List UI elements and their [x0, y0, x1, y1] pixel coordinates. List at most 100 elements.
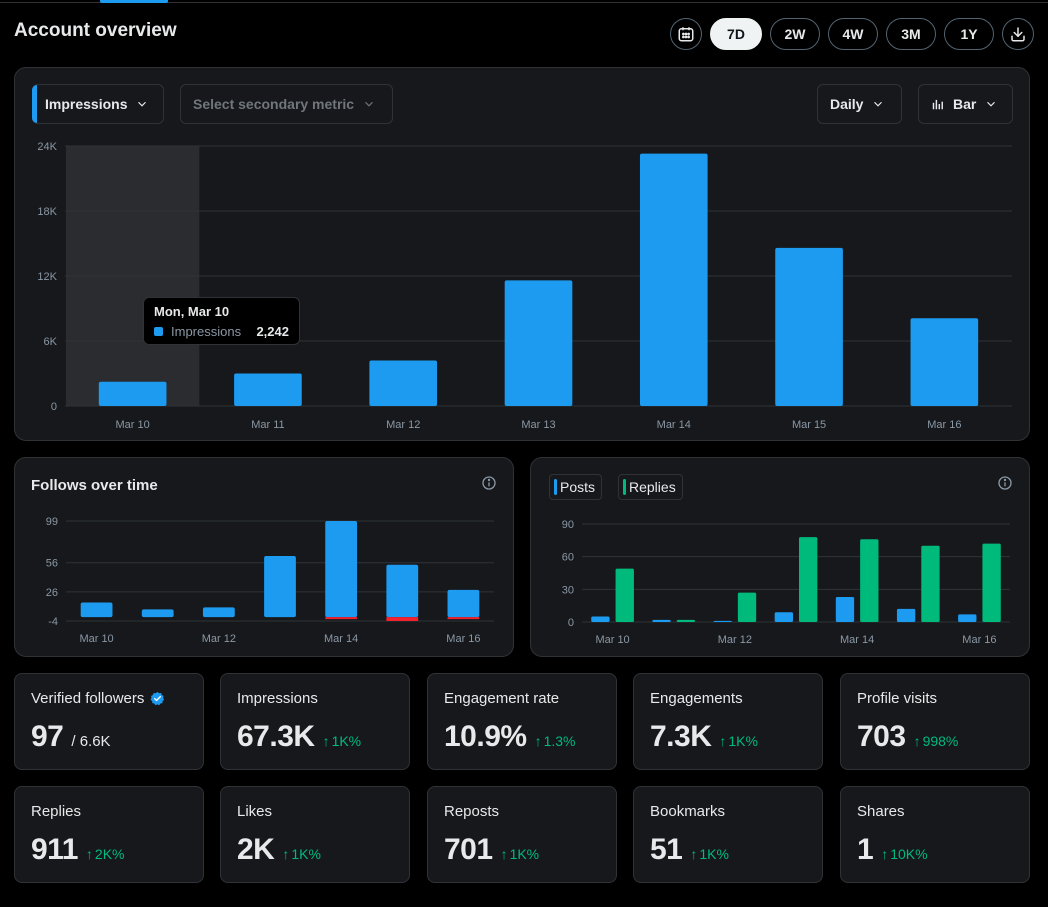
bar-posts[interactable]: [896, 608, 916, 622]
bar-posts[interactable]: [652, 619, 671, 622]
chevron-down-icon: [874, 101, 883, 107]
bar-follows[interactable]: [386, 564, 419, 618]
x-tick-label: Mar 11: [251, 419, 284, 431]
posts-replies-card: Posts Replies 90 60 30 0 Mar 10 Mar 12 Mar 14 M…: [530, 457, 1030, 657]
stat-value: 1: [857, 833, 874, 866]
granularity-label: Daily: [830, 96, 864, 112]
bar-posts[interactable]: [958, 614, 977, 622]
impressions-chart-card: Impressions Select secondary metric Dail…: [14, 67, 1030, 441]
stat-label: Shares: [857, 803, 905, 820]
bar-replies[interactable]: [676, 619, 696, 622]
calendar-button[interactable]: [670, 18, 702, 50]
range-7d-button[interactable]: 7D: [710, 18, 762, 50]
primary-metric-dropdown[interactable]: Impressions: [32, 84, 164, 124]
x-tick-label: Mar 10: [595, 634, 629, 646]
stat-card-bookmarks[interactable]: Bookmarks 51 ↑ 1K%: [633, 786, 823, 883]
bar-follows[interactable]: [325, 521, 358, 618]
bar-unfollows[interactable]: [386, 617, 419, 621]
stat-delta-text: 998%: [922, 733, 959, 749]
bar-replies[interactable]: [921, 545, 940, 622]
range-2w-button[interactable]: 2W: [770, 18, 820, 50]
x-tick-label: Mar 12: [718, 634, 752, 646]
bar-follows[interactable]: [447, 589, 480, 618]
stat-card-engagements[interactable]: Engagements 7.3K ↑ 1K%: [633, 673, 823, 770]
stat-value: 703: [857, 720, 906, 753]
bar-impressions[interactable]: [775, 247, 843, 406]
bar-replies[interactable]: [799, 537, 818, 622]
stat-label-text: Replies: [31, 803, 82, 820]
x-tick-label: Mar 16: [446, 633, 480, 645]
y-tick-label: 90: [562, 519, 574, 531]
bar-replies[interactable]: [860, 539, 879, 622]
bar-impressions[interactable]: [234, 373, 302, 407]
bar-replies[interactable]: [615, 568, 634, 622]
y-tick-label: 26: [46, 587, 58, 599]
stat-delta: ↑ 998%: [914, 733, 959, 749]
stat-delta: ↑ 1K%: [719, 733, 758, 749]
bar-impressions[interactable]: [98, 381, 167, 406]
bar-impressions[interactable]: [639, 153, 708, 406]
bar-unfollows[interactable]: [325, 617, 358, 620]
stat-card-reposts[interactable]: Reposts 701 ↑ 1K%: [427, 786, 617, 883]
stat-label: Engagement rate: [444, 690, 559, 707]
stat-delta-text: 1K%: [728, 733, 758, 749]
stat-delta-text: 1.3%: [543, 733, 576, 749]
bar-unfollows[interactable]: [447, 617, 480, 620]
y-tick-label: 30: [562, 584, 574, 596]
y-tick-label: 18K: [37, 206, 57, 218]
stat-label: Reposts: [444, 803, 499, 820]
stat-label: Replies: [31, 803, 81, 820]
bar-follows[interactable]: [80, 602, 113, 618]
bar-impressions[interactable]: [910, 318, 979, 406]
info-icon[interactable]: [997, 475, 1013, 491]
y-tick-label: 24K: [37, 141, 57, 153]
range-4w-button[interactable]: 4W: [828, 18, 878, 50]
bar-replies[interactable]: [737, 592, 757, 622]
bar-posts[interactable]: [835, 596, 855, 622]
arrow-up-icon: ↑: [690, 846, 698, 862]
stat-card-shares[interactable]: Shares 1 ↑ 10K%: [840, 786, 1030, 883]
posts-replies-bar-chart[interactable]: 90 60 30 0 Mar 10 Mar 12 Mar 14 Mar 16: [531, 458, 1031, 658]
active-tab-indicator: [100, 0, 168, 3]
chart-type-dropdown[interactable]: Bar: [918, 84, 1013, 124]
calendar-icon: [678, 27, 694, 42]
x-tick-label: Mar 16: [962, 634, 996, 646]
y-tick-label: 60: [562, 552, 574, 564]
bar-follows[interactable]: [202, 607, 235, 618]
stat-delta: ↑ 10K%: [881, 846, 927, 862]
download-button[interactable]: [1002, 18, 1034, 50]
stat-card-verified-followers[interactable]: Verified followers 97 / 6.6K: [14, 673, 204, 770]
bar-posts[interactable]: [774, 612, 793, 622]
stat-card-impressions[interactable]: Impressions 67.3K ↑ 1K%: [220, 673, 410, 770]
granularity-dropdown[interactable]: Daily: [817, 84, 902, 124]
stat-value-row: 2K ↑ 1K%: [237, 833, 321, 867]
follows-bar-chart[interactable]: 99 56 26 -4 Mar 10 Mar 12 Mar 14 Mar 16: [15, 458, 515, 658]
bar-follows[interactable]: [264, 555, 296, 618]
x-tick-label: Mar 14: [657, 419, 691, 431]
impressions-bar-chart[interactable]: 24K 18K 12K 6K 0 Mar 10 Mar 11 Mar 12 Mar 13 Mar …: [15, 68, 1031, 442]
secondary-metric-dropdown[interactable]: Select secondary metric: [180, 84, 393, 124]
primary-metric-label: Impressions: [45, 96, 128, 112]
follows-card-title: Follows over time: [31, 477, 158, 494]
legend-posts[interactable]: Posts: [549, 474, 603, 500]
stat-card-likes[interactable]: Likes 2K ↑ 1K%: [220, 786, 410, 883]
bar-follows[interactable]: [141, 609, 174, 618]
stat-card-replies[interactable]: Replies 911 ↑ 2K%: [14, 786, 204, 883]
stat-delta-text: 1K%: [331, 733, 362, 749]
stat-label-text: Likes: [237, 803, 273, 820]
stat-label-text: Profile visits: [857, 690, 938, 707]
stat-value: 51: [650, 833, 683, 866]
bar-replies[interactable]: [982, 543, 1001, 622]
range-3m-button[interactable]: 3M: [886, 18, 936, 50]
bar-posts[interactable]: [591, 616, 610, 622]
bar-impressions[interactable]: [504, 280, 573, 406]
stat-card-engagement-rate[interactable]: Engagement rate 10.9% ↑ 1.3%: [427, 673, 617, 770]
bar-posts[interactable]: [713, 620, 732, 622]
info-icon[interactable]: [481, 475, 497, 491]
stat-value-row: 67.3K ↑ 1K%: [237, 720, 361, 754]
range-1y-button[interactable]: 1Y: [944, 18, 994, 50]
stat-delta: ↑ 1K%: [282, 846, 321, 862]
stat-card-profile-visits[interactable]: Profile visits 703 ↑ 998%: [840, 673, 1030, 770]
legend-replies[interactable]: Replies: [618, 474, 683, 500]
bar-impressions[interactable]: [369, 360, 438, 407]
